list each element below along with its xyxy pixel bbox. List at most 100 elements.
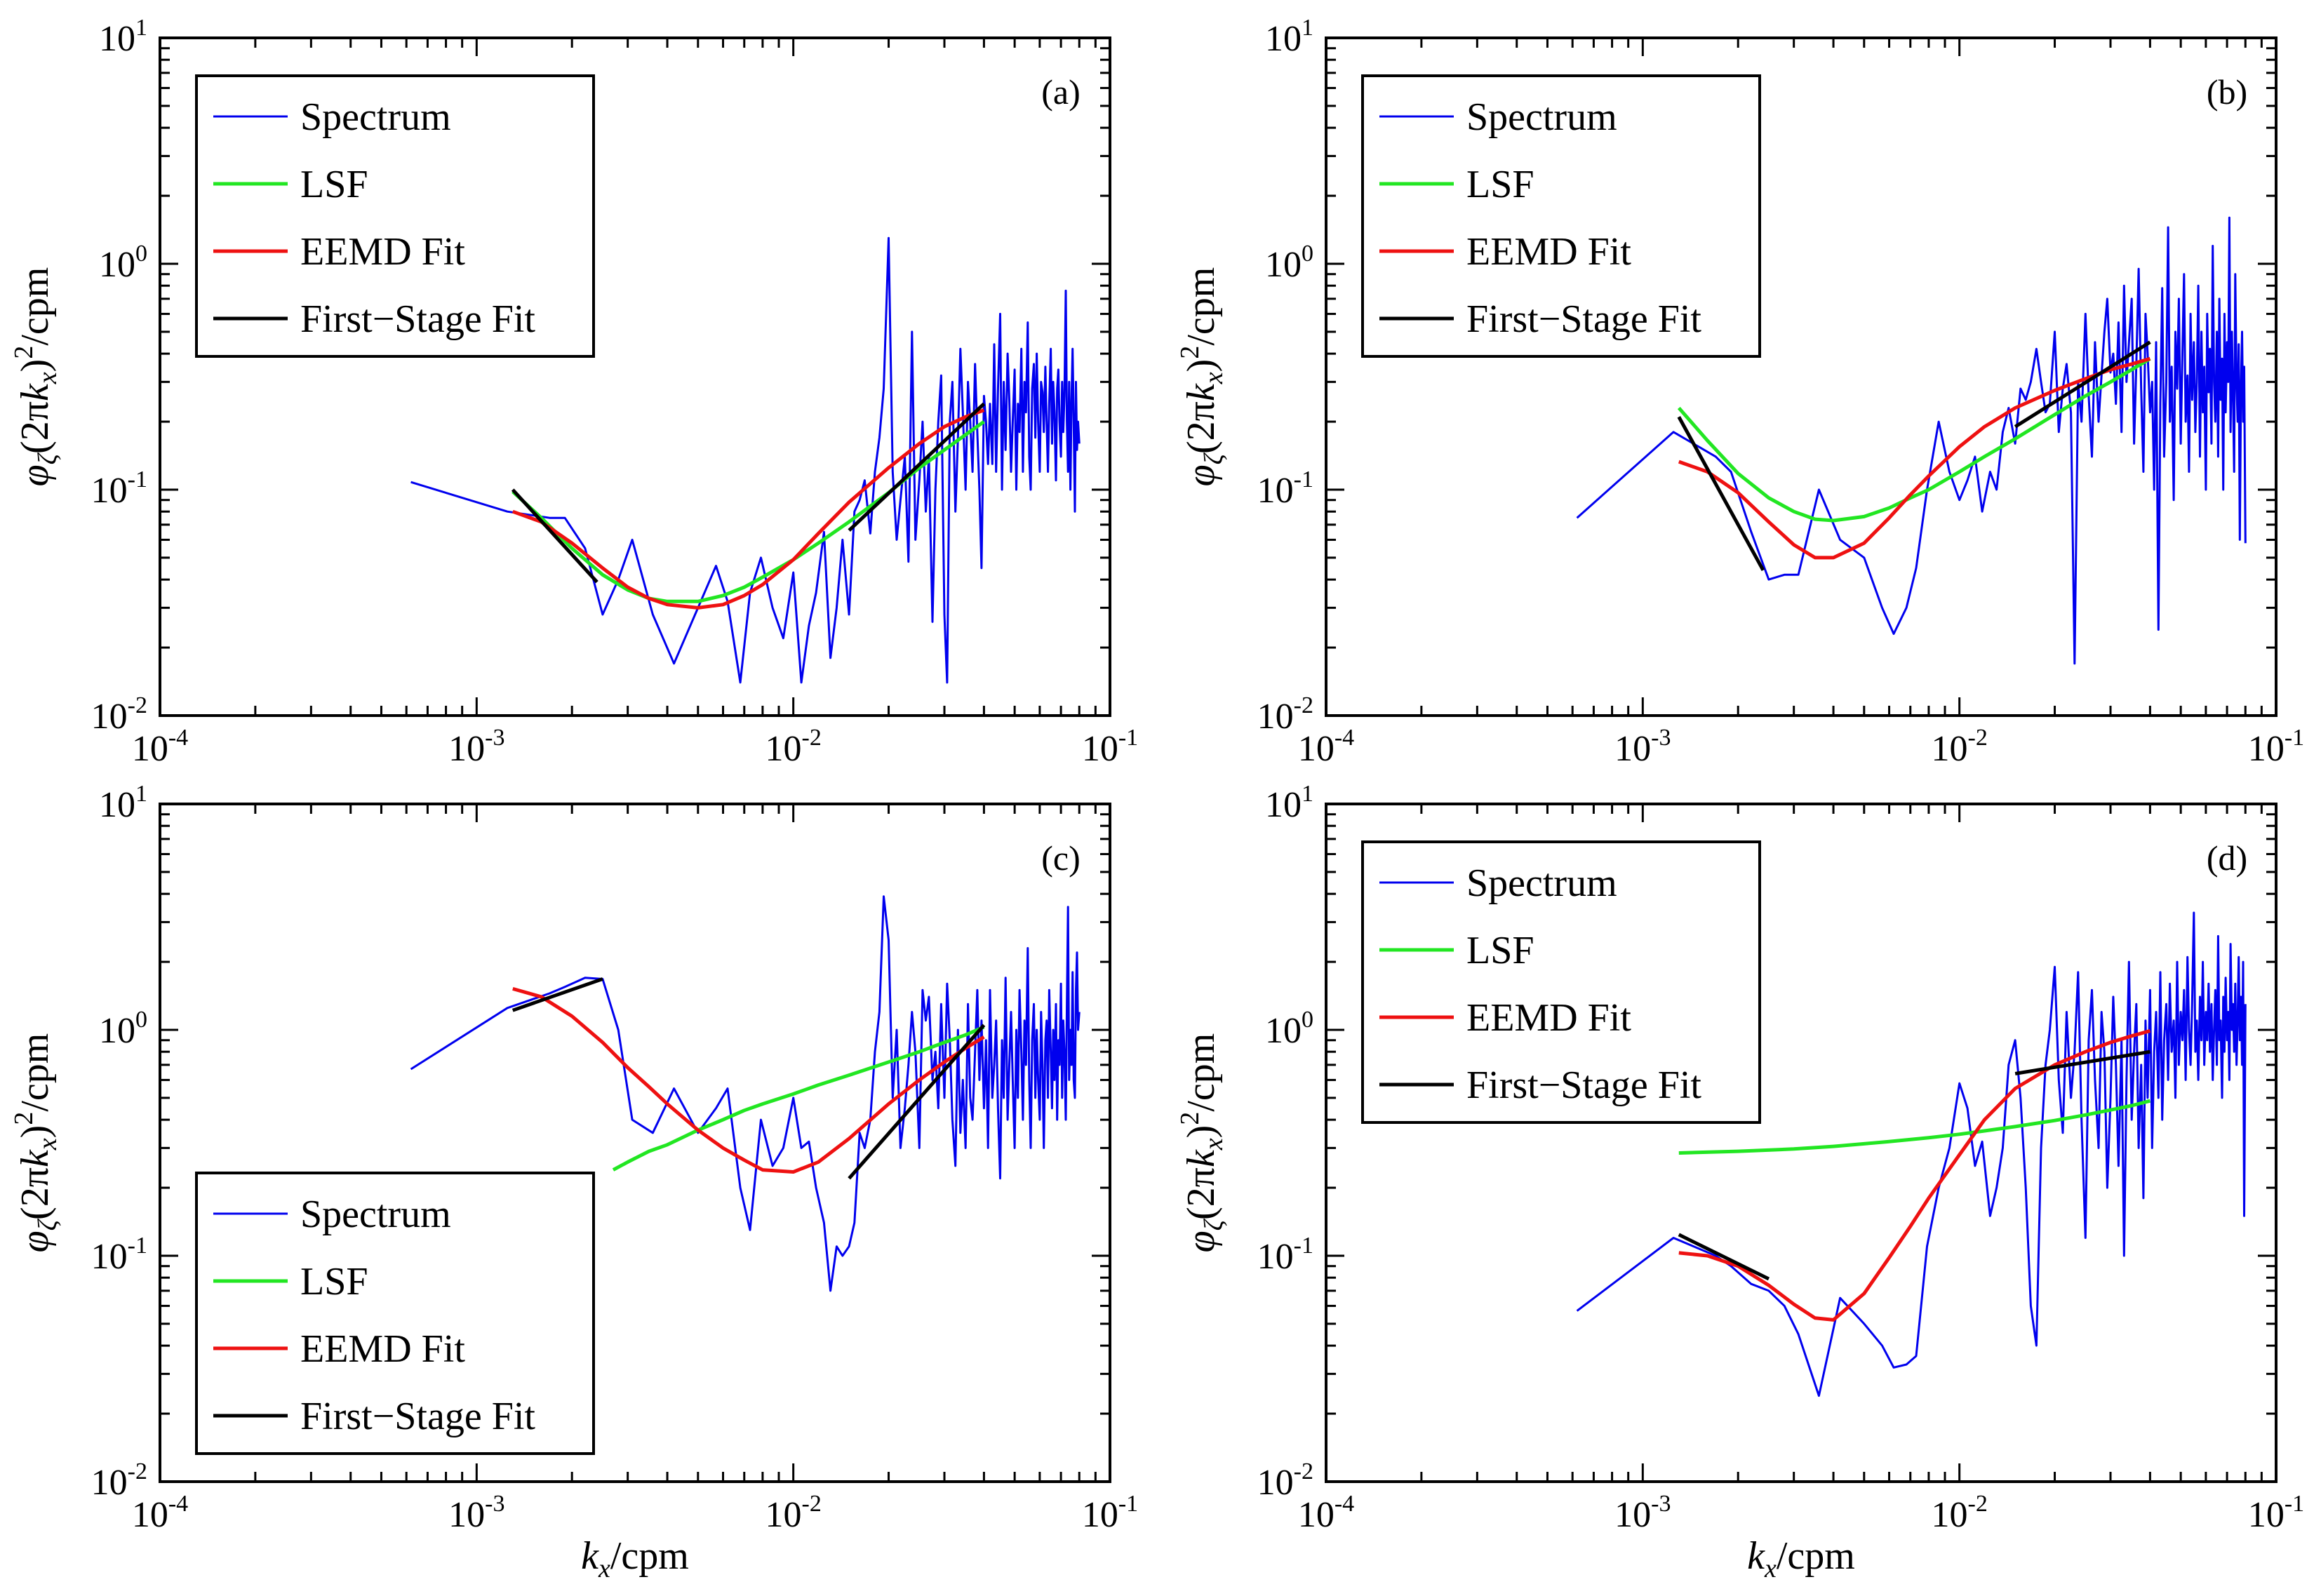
plot-frame	[1325, 803, 2277, 1483]
y-tick-label: 100	[1265, 241, 1313, 285]
eemd-fit-line	[1678, 1028, 2151, 1322]
x-axis-label: kx/cpm	[581, 1534, 689, 1583]
legend-label: LSF	[300, 163, 368, 206]
legend-label: First−Stage Fit	[300, 1395, 535, 1438]
legend-label: LSF	[300, 1260, 368, 1303]
x-tick-label: 10-3	[448, 1491, 504, 1535]
x-tick-label: 10-3	[448, 725, 504, 769]
plot-area	[1576, 216, 2247, 665]
legend-box	[1361, 74, 1761, 358]
x-tick-label: 10-1	[2248, 1491, 2304, 1535]
y-axis-label: φζ(2πkx)2/cpm	[1175, 267, 1229, 487]
legend: Spectrum LSF EEMD Fit First−Stage Fit	[1361, 74, 1761, 358]
panel-a: 10-4 10-3 10-2 10-1 10-2 10-1 100 101 (a) φζ(2πkx…	[9, 15, 1138, 769]
panel-c: 10-4 10-3 10-2 10-1 10-2 10-1 100 101 (c) φζ(2πkx…	[9, 781, 1138, 1583]
first-stage-fit-segment	[848, 1024, 986, 1180]
y-tick-label: 10-1	[91, 467, 147, 511]
y-axis-label: φζ(2πkx)2/cpm	[9, 267, 62, 487]
plot-area	[410, 895, 1081, 1292]
plot-frame	[159, 36, 1111, 717]
plot-frame	[1325, 36, 2277, 717]
panel-label: (c)	[1041, 838, 1081, 878]
y-tick-label: 10-2	[91, 692, 147, 737]
panel-label: (b)	[2207, 72, 2247, 112]
legend-label: EEMD Fit	[300, 1327, 465, 1371]
panel-label: (a)	[1041, 72, 1081, 112]
axis-ticks	[159, 38, 1110, 717]
y-tick-label: 100	[99, 241, 147, 285]
axis-ticks	[1325, 38, 2276, 717]
legend-box	[195, 1172, 595, 1455]
lsf-line	[511, 420, 985, 603]
first-stage-fit-segment	[1678, 1233, 1770, 1281]
legend-label: LSF	[1466, 929, 1534, 972]
x-tick-label: 10-2	[765, 725, 822, 769]
legend: Spectrum LSF EEMD Fit First−Stage Fit	[195, 1172, 595, 1455]
legend-label: Spectrum	[1466, 861, 1617, 905]
panel-label: (d)	[2207, 838, 2247, 878]
y-tick-label: 10-1	[1257, 1233, 1313, 1277]
y-tick-label: 10-2	[1257, 1458, 1313, 1503]
eemd-fit-line	[511, 408, 985, 610]
x-tick-label: 10-3	[1614, 1491, 1671, 1535]
legend-box	[195, 74, 595, 358]
first-stage-fit-segment	[511, 488, 598, 584]
x-tick-label: 10-4	[132, 1491, 188, 1535]
y-tick-label: 101	[1265, 781, 1313, 825]
legend-label: First−Stage Fit	[1466, 1064, 1701, 1107]
legend-label: First−Stage Fit	[1466, 297, 1701, 341]
y-tick-label: 100	[99, 1007, 147, 1051]
legend-box	[1361, 840, 1761, 1124]
legend-label: Spectrum	[1466, 95, 1617, 139]
y-tick-label: 100	[1265, 1007, 1313, 1051]
spectrum-line	[410, 895, 1081, 1292]
first-stage-fit-segment	[1677, 416, 1765, 572]
x-tick-label: 10-4	[132, 725, 188, 769]
y-tick-label: 101	[1265, 15, 1313, 59]
lsf-line	[612, 1025, 985, 1172]
lsf-line	[1677, 357, 2151, 523]
plot-area	[1576, 911, 2247, 1397]
y-tick-label: 10-2	[1257, 692, 1313, 737]
first-stage-fit-segment	[848, 402, 986, 532]
first-stage-fit-segment	[2014, 1050, 2151, 1075]
y-tick-label: 10-2	[91, 1458, 147, 1503]
y-tick-label: 10-1	[91, 1233, 147, 1277]
y-tick-label: 101	[99, 781, 147, 825]
axis-ticks	[159, 804, 1110, 1483]
legend-label: LSF	[1466, 163, 1534, 206]
legend-label: EEMD Fit	[1466, 996, 1631, 1040]
legend-label: Spectrum	[300, 1193, 451, 1236]
x-tick-label: 10-3	[1614, 725, 1671, 769]
x-tick-label: 10-2	[1932, 1491, 1988, 1535]
legend-label: First−Stage Fit	[300, 297, 535, 341]
plot-frame	[159, 803, 1111, 1483]
y-tick-label: 101	[99, 15, 147, 59]
x-tick-label: 10-1	[1082, 725, 1138, 769]
legend: Spectrum LSF EEMD Fit First−Stage Fit	[1361, 840, 1761, 1124]
legend-label: EEMD Fit	[300, 230, 465, 274]
lsf-line	[1678, 1099, 2151, 1155]
first-stage-fit-segment	[2014, 340, 2151, 429]
spectrum-line	[1576, 216, 2247, 665]
spectrum-line	[410, 236, 1081, 684]
legend-label: EEMD Fit	[1466, 230, 1631, 274]
panel-b: 10-4 10-3 10-2 10-1 10-2 10-1 100 101 (b) φζ(2πkx…	[1175, 15, 2304, 769]
panel-d: 10-4 10-3 10-2 10-1 10-2 10-1 100 101 (d) φζ(2πkx…	[1175, 781, 2304, 1583]
x-tick-label: 10-4	[1298, 725, 1354, 769]
x-tick-label: 10-2	[765, 1491, 822, 1535]
first-stage-fit-segment	[511, 977, 603, 1012]
y-axis-label: φζ(2πkx)2/cpm	[9, 1033, 62, 1253]
x-tick-label: 10-1	[1082, 1491, 1138, 1535]
y-axis-label: φζ(2πkx)2/cpm	[1175, 1033, 1229, 1253]
y-tick-label: 10-1	[1257, 467, 1313, 511]
eemd-fit-line	[1678, 356, 2151, 560]
x-tick-label: 10-2	[1932, 725, 1988, 769]
legend-label: Spectrum	[300, 95, 451, 139]
spectrum-line	[1576, 911, 2247, 1397]
x-axis-label: kx/cpm	[1747, 1534, 1855, 1583]
x-tick-label: 10-4	[1298, 1491, 1354, 1535]
x-tick-label: 10-1	[2248, 725, 2304, 769]
plot-area	[410, 236, 1081, 684]
